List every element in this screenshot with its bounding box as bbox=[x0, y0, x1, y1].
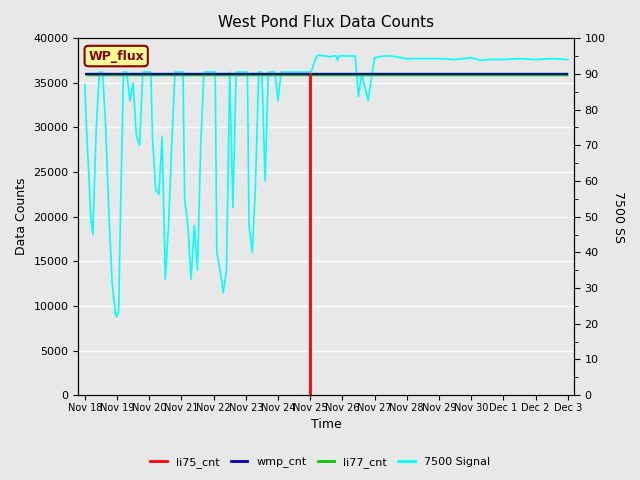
X-axis label: Time: Time bbox=[311, 419, 342, 432]
Title: West Pond Flux Data Counts: West Pond Flux Data Counts bbox=[218, 15, 435, 30]
Y-axis label: 7500 SS: 7500 SS bbox=[612, 191, 625, 243]
Text: WP_flux: WP_flux bbox=[88, 49, 144, 62]
Legend: li75_cnt, wmp_cnt, li77_cnt, 7500 Signal: li75_cnt, wmp_cnt, li77_cnt, 7500 Signal bbox=[146, 452, 494, 472]
Y-axis label: Data Counts: Data Counts bbox=[15, 178, 28, 255]
